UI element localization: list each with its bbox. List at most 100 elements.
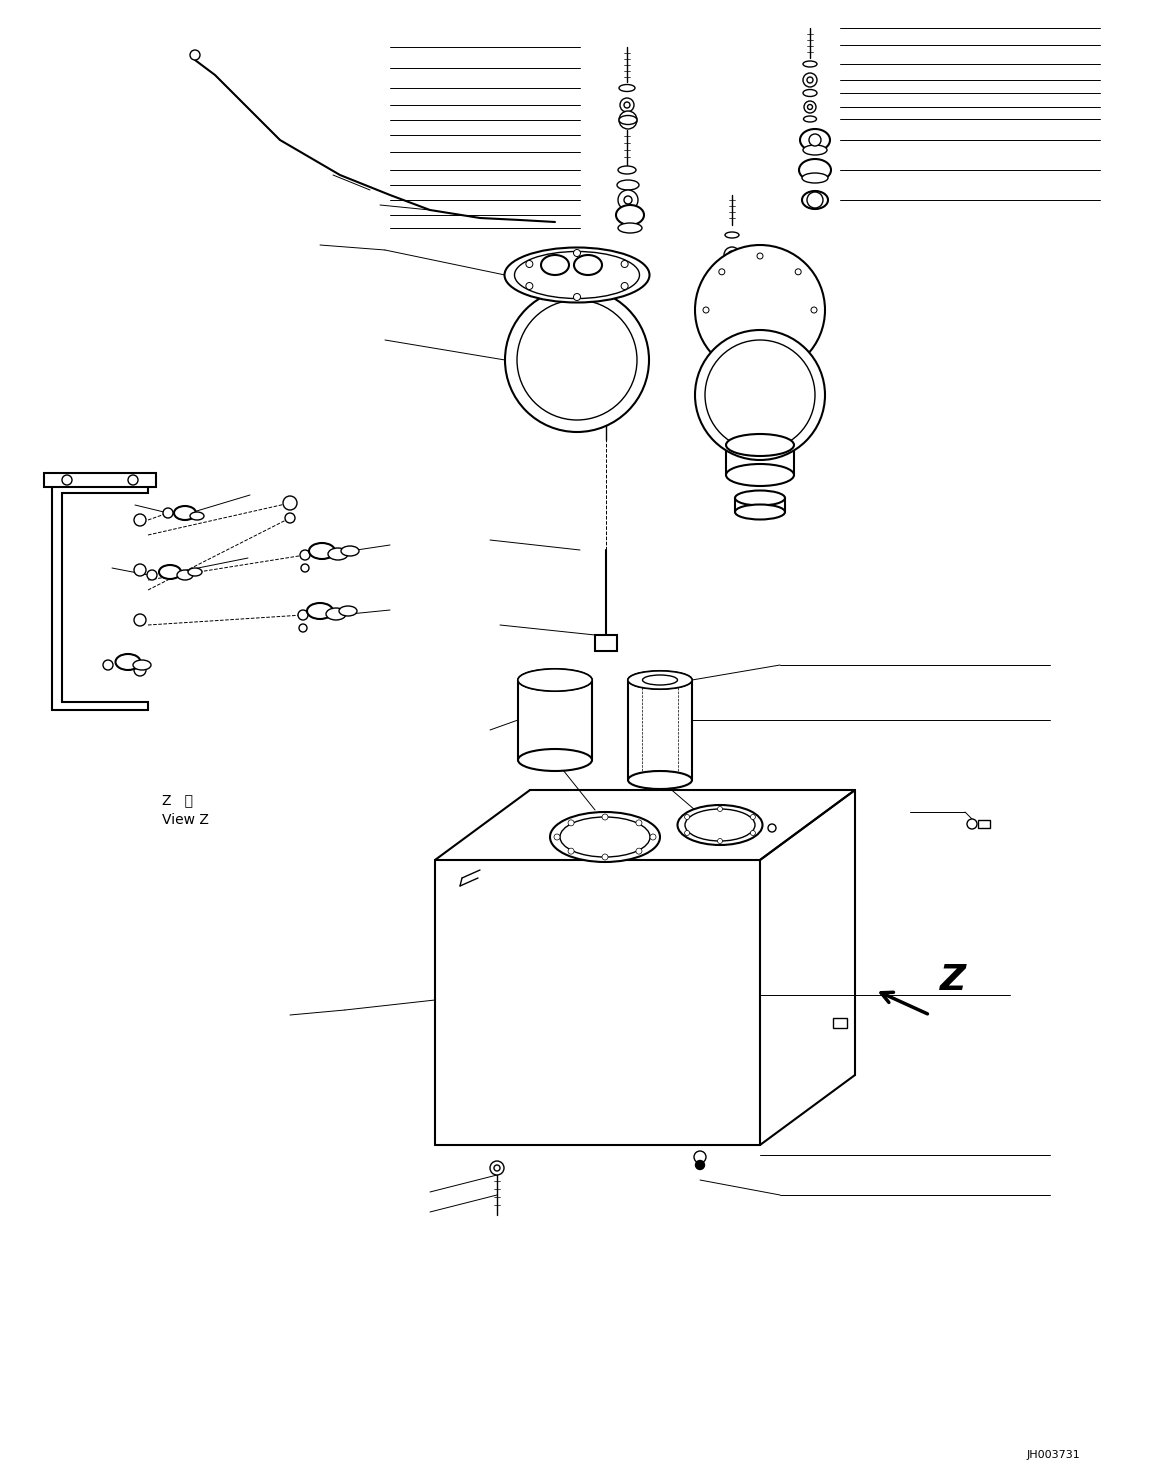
Circle shape xyxy=(147,570,157,580)
Circle shape xyxy=(573,250,580,257)
Text: JH003731: JH003731 xyxy=(1026,1450,1080,1460)
Circle shape xyxy=(695,331,825,460)
Ellipse shape xyxy=(642,674,678,685)
Circle shape xyxy=(622,282,629,289)
Circle shape xyxy=(724,247,740,263)
Circle shape xyxy=(619,112,637,129)
Circle shape xyxy=(719,345,725,351)
Circle shape xyxy=(622,260,629,267)
Text: View Z: View Z xyxy=(162,812,209,827)
Circle shape xyxy=(134,514,146,526)
Circle shape xyxy=(717,839,723,843)
Circle shape xyxy=(635,820,642,826)
Text: Z   視: Z 視 xyxy=(162,793,193,806)
Circle shape xyxy=(807,76,813,84)
Polygon shape xyxy=(44,473,156,488)
Circle shape xyxy=(301,564,309,571)
Circle shape xyxy=(807,192,823,209)
Ellipse shape xyxy=(725,232,739,238)
Circle shape xyxy=(624,101,630,109)
Circle shape xyxy=(620,98,634,112)
Circle shape xyxy=(526,282,533,289)
Circle shape xyxy=(635,848,642,853)
Ellipse shape xyxy=(504,247,649,303)
Ellipse shape xyxy=(618,223,642,234)
Bar xyxy=(978,820,990,829)
Ellipse shape xyxy=(678,805,763,845)
Circle shape xyxy=(750,814,755,820)
Circle shape xyxy=(568,820,574,826)
Ellipse shape xyxy=(518,749,592,771)
Ellipse shape xyxy=(616,206,643,225)
Ellipse shape xyxy=(341,546,358,555)
Circle shape xyxy=(967,820,977,829)
Ellipse shape xyxy=(619,116,637,125)
Circle shape xyxy=(190,50,200,60)
Circle shape xyxy=(517,300,637,420)
Ellipse shape xyxy=(799,159,831,181)
Polygon shape xyxy=(52,485,148,710)
Circle shape xyxy=(128,474,138,485)
Ellipse shape xyxy=(339,607,357,616)
Circle shape xyxy=(103,660,113,670)
Circle shape xyxy=(285,513,295,523)
Circle shape xyxy=(573,294,580,301)
Ellipse shape xyxy=(685,809,755,840)
Circle shape xyxy=(506,288,649,432)
Ellipse shape xyxy=(116,654,140,670)
Ellipse shape xyxy=(629,771,692,789)
Ellipse shape xyxy=(327,548,348,560)
Ellipse shape xyxy=(619,85,635,91)
Ellipse shape xyxy=(803,62,817,68)
Circle shape xyxy=(757,361,763,367)
Circle shape xyxy=(685,814,689,820)
Ellipse shape xyxy=(541,256,569,275)
Circle shape xyxy=(618,190,638,210)
Circle shape xyxy=(728,251,737,259)
Circle shape xyxy=(299,624,307,632)
Ellipse shape xyxy=(726,464,794,486)
Circle shape xyxy=(602,853,608,859)
Circle shape xyxy=(808,104,812,110)
Ellipse shape xyxy=(326,608,346,620)
Ellipse shape xyxy=(802,173,828,184)
Circle shape xyxy=(624,195,632,204)
Ellipse shape xyxy=(617,181,639,190)
Circle shape xyxy=(283,497,296,510)
Circle shape xyxy=(717,806,723,811)
Bar xyxy=(833,1018,847,1028)
Circle shape xyxy=(298,610,308,620)
Circle shape xyxy=(602,814,608,820)
Text: Z: Z xyxy=(940,964,966,997)
Circle shape xyxy=(134,614,146,626)
Circle shape xyxy=(489,1161,504,1175)
Ellipse shape xyxy=(726,433,794,455)
Circle shape xyxy=(795,345,801,351)
Circle shape xyxy=(757,253,763,259)
Ellipse shape xyxy=(803,116,817,122)
Circle shape xyxy=(494,1165,500,1171)
Ellipse shape xyxy=(618,166,637,173)
Ellipse shape xyxy=(518,668,592,690)
Ellipse shape xyxy=(629,671,692,689)
Circle shape xyxy=(526,260,533,267)
Ellipse shape xyxy=(802,191,828,209)
Circle shape xyxy=(804,101,816,113)
Ellipse shape xyxy=(515,251,640,298)
Ellipse shape xyxy=(803,90,817,97)
Bar xyxy=(595,635,617,651)
Ellipse shape xyxy=(800,129,830,151)
Ellipse shape xyxy=(188,569,202,576)
Circle shape xyxy=(650,834,656,840)
Circle shape xyxy=(695,1161,704,1169)
Ellipse shape xyxy=(133,660,151,670)
Circle shape xyxy=(705,339,815,450)
Circle shape xyxy=(685,830,689,836)
Circle shape xyxy=(62,474,72,485)
Circle shape xyxy=(768,824,776,831)
Circle shape xyxy=(750,830,755,836)
Circle shape xyxy=(811,307,817,313)
Ellipse shape xyxy=(560,817,650,856)
Ellipse shape xyxy=(159,566,182,579)
Circle shape xyxy=(795,269,801,275)
